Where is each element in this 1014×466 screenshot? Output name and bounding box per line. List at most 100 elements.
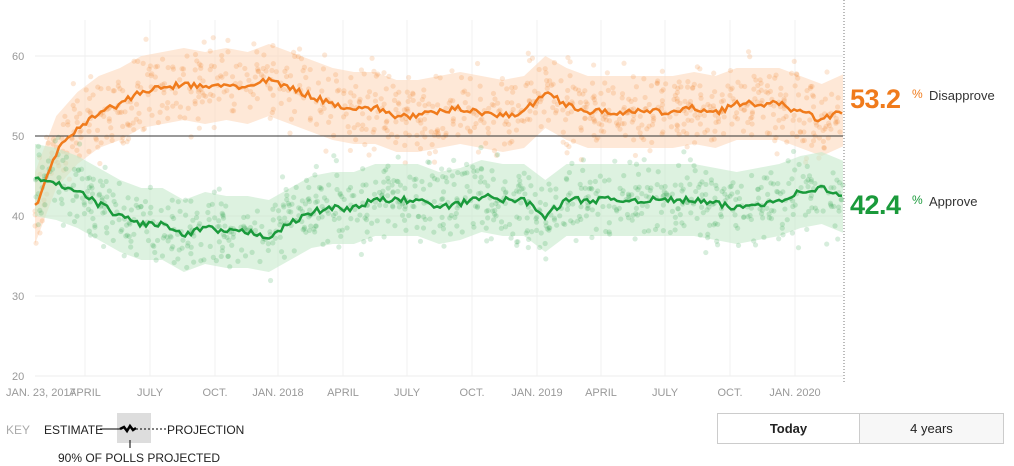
poll-dot-approve <box>729 191 735 197</box>
poll-dot-disapprove <box>772 125 779 131</box>
poll-dot-approve <box>736 195 743 202</box>
poll-dot-disapprove <box>697 121 703 127</box>
x-tick-label: APRIL <box>585 387 617 399</box>
poll-dot-approve <box>351 192 357 199</box>
poll-dot-disapprove <box>820 127 826 134</box>
key-projection: PROJECTION <box>167 423 245 437</box>
poll-dot-approve <box>42 202 48 208</box>
poll-dot-disapprove <box>244 72 250 78</box>
poll-dot-approve <box>493 200 499 206</box>
poll-dot-disapprove <box>672 92 678 99</box>
poll-dot-disapprove <box>576 87 582 93</box>
poll-dot-approve <box>338 233 344 239</box>
poll-dot-disapprove <box>763 89 769 95</box>
poll-dot-disapprove <box>120 123 126 130</box>
poll-dot-approve <box>444 179 450 185</box>
poll-dot-disapprove <box>384 118 390 124</box>
poll-dot-approve <box>431 198 437 205</box>
poll-dot-approve <box>81 200 87 206</box>
poll-dot-approve <box>454 223 460 229</box>
poll-dot-approve <box>534 227 540 234</box>
poll-dot-approve <box>459 229 465 235</box>
poll-dot-disapprove <box>509 138 515 145</box>
poll-dot-approve <box>805 184 811 190</box>
poll-dot-approve <box>161 233 168 239</box>
poll-dot-approve <box>613 207 620 213</box>
poll-dot-disapprove <box>450 118 456 124</box>
poll-dot-disapprove <box>403 130 409 136</box>
poll-dot-approve <box>311 226 317 232</box>
poll-dot-disapprove <box>697 66 703 72</box>
poll-dot-disapprove <box>565 110 571 117</box>
poll-dot-approve <box>618 216 624 222</box>
poll-dot-approve <box>715 221 721 227</box>
poll-dot-approve <box>634 212 641 218</box>
poll-dot-approve <box>439 214 445 220</box>
poll-dot-approve <box>474 203 481 209</box>
poll-dot-approve <box>646 194 652 200</box>
poll-dot-disapprove <box>366 152 372 158</box>
poll-dot-disapprove <box>568 109 575 115</box>
poll-dot-approve <box>265 247 271 254</box>
poll-dot-approve <box>471 168 477 174</box>
poll-dot-disapprove <box>809 83 815 89</box>
poll-dot-disapprove <box>86 128 92 134</box>
poll-dot-approve <box>305 197 311 203</box>
poll-dot-approve <box>308 223 314 229</box>
poll-dot-disapprove <box>707 103 713 109</box>
four-years-button[interactable]: 4 years <box>860 414 1003 443</box>
poll-dot-disapprove <box>382 125 388 131</box>
today-button[interactable]: Today <box>718 414 860 443</box>
poll-dot-disapprove <box>254 96 260 102</box>
poll-dot-approve <box>85 188 91 194</box>
poll-dot-disapprove <box>155 119 162 126</box>
poll-dot-disapprove <box>159 102 165 109</box>
poll-dot-disapprove <box>173 100 179 106</box>
poll-dot-approve <box>38 210 44 216</box>
poll-dot-disapprove <box>410 90 416 96</box>
poll-dot-disapprove <box>449 68 455 74</box>
poll-dot-approve <box>493 213 499 219</box>
poll-dot-approve <box>614 208 620 214</box>
poll-dot-disapprove <box>315 80 322 86</box>
poll-dot-disapprove <box>210 35 216 41</box>
poll-dot-disapprove <box>219 74 225 80</box>
poll-dot-disapprove <box>215 75 221 81</box>
poll-dot-approve <box>454 196 460 202</box>
poll-dot-approve <box>227 264 233 270</box>
poll-dot-disapprove <box>467 129 473 135</box>
poll-dot-disapprove <box>307 117 313 123</box>
poll-dot-disapprove <box>461 88 468 94</box>
poll-dot-approve <box>383 202 389 209</box>
poll-dot-disapprove <box>378 96 384 102</box>
poll-dot-disapprove <box>829 91 835 97</box>
poll-dot-disapprove <box>550 81 556 87</box>
poll-dot-disapprove <box>631 106 637 112</box>
poll-dot-disapprove <box>334 88 341 94</box>
poll-dot-approve <box>275 208 282 214</box>
poll-dot-disapprove <box>690 84 696 91</box>
poll-dot-disapprove <box>286 97 292 103</box>
poll-dot-disapprove <box>347 99 353 105</box>
poll-dot-approve <box>220 211 226 218</box>
poll-dot-approve <box>127 221 133 227</box>
poll-dot-approve <box>103 178 109 185</box>
poll-dot-approve <box>443 174 449 181</box>
poll-dot-disapprove <box>674 96 680 102</box>
poll-dot-approve <box>277 234 283 240</box>
poll-dot-disapprove <box>435 102 441 108</box>
poll-dot-approve <box>92 222 98 228</box>
poll-dot-disapprove <box>195 89 201 95</box>
poll-dot-approve <box>286 202 292 208</box>
poll-dot-approve <box>748 216 754 223</box>
poll-dot-approve <box>654 181 660 188</box>
poll-dot-disapprove <box>252 74 258 80</box>
poll-dot-approve <box>828 202 834 208</box>
poll-dot-disapprove <box>766 73 772 80</box>
poll-dot-disapprove <box>647 148 653 154</box>
poll-dot-disapprove <box>560 107 566 113</box>
approve-value: 42.4 <box>850 190 901 220</box>
poll-dot-approve <box>284 197 290 203</box>
poll-dot-disapprove <box>674 127 680 133</box>
poll-dot-approve <box>183 212 189 218</box>
